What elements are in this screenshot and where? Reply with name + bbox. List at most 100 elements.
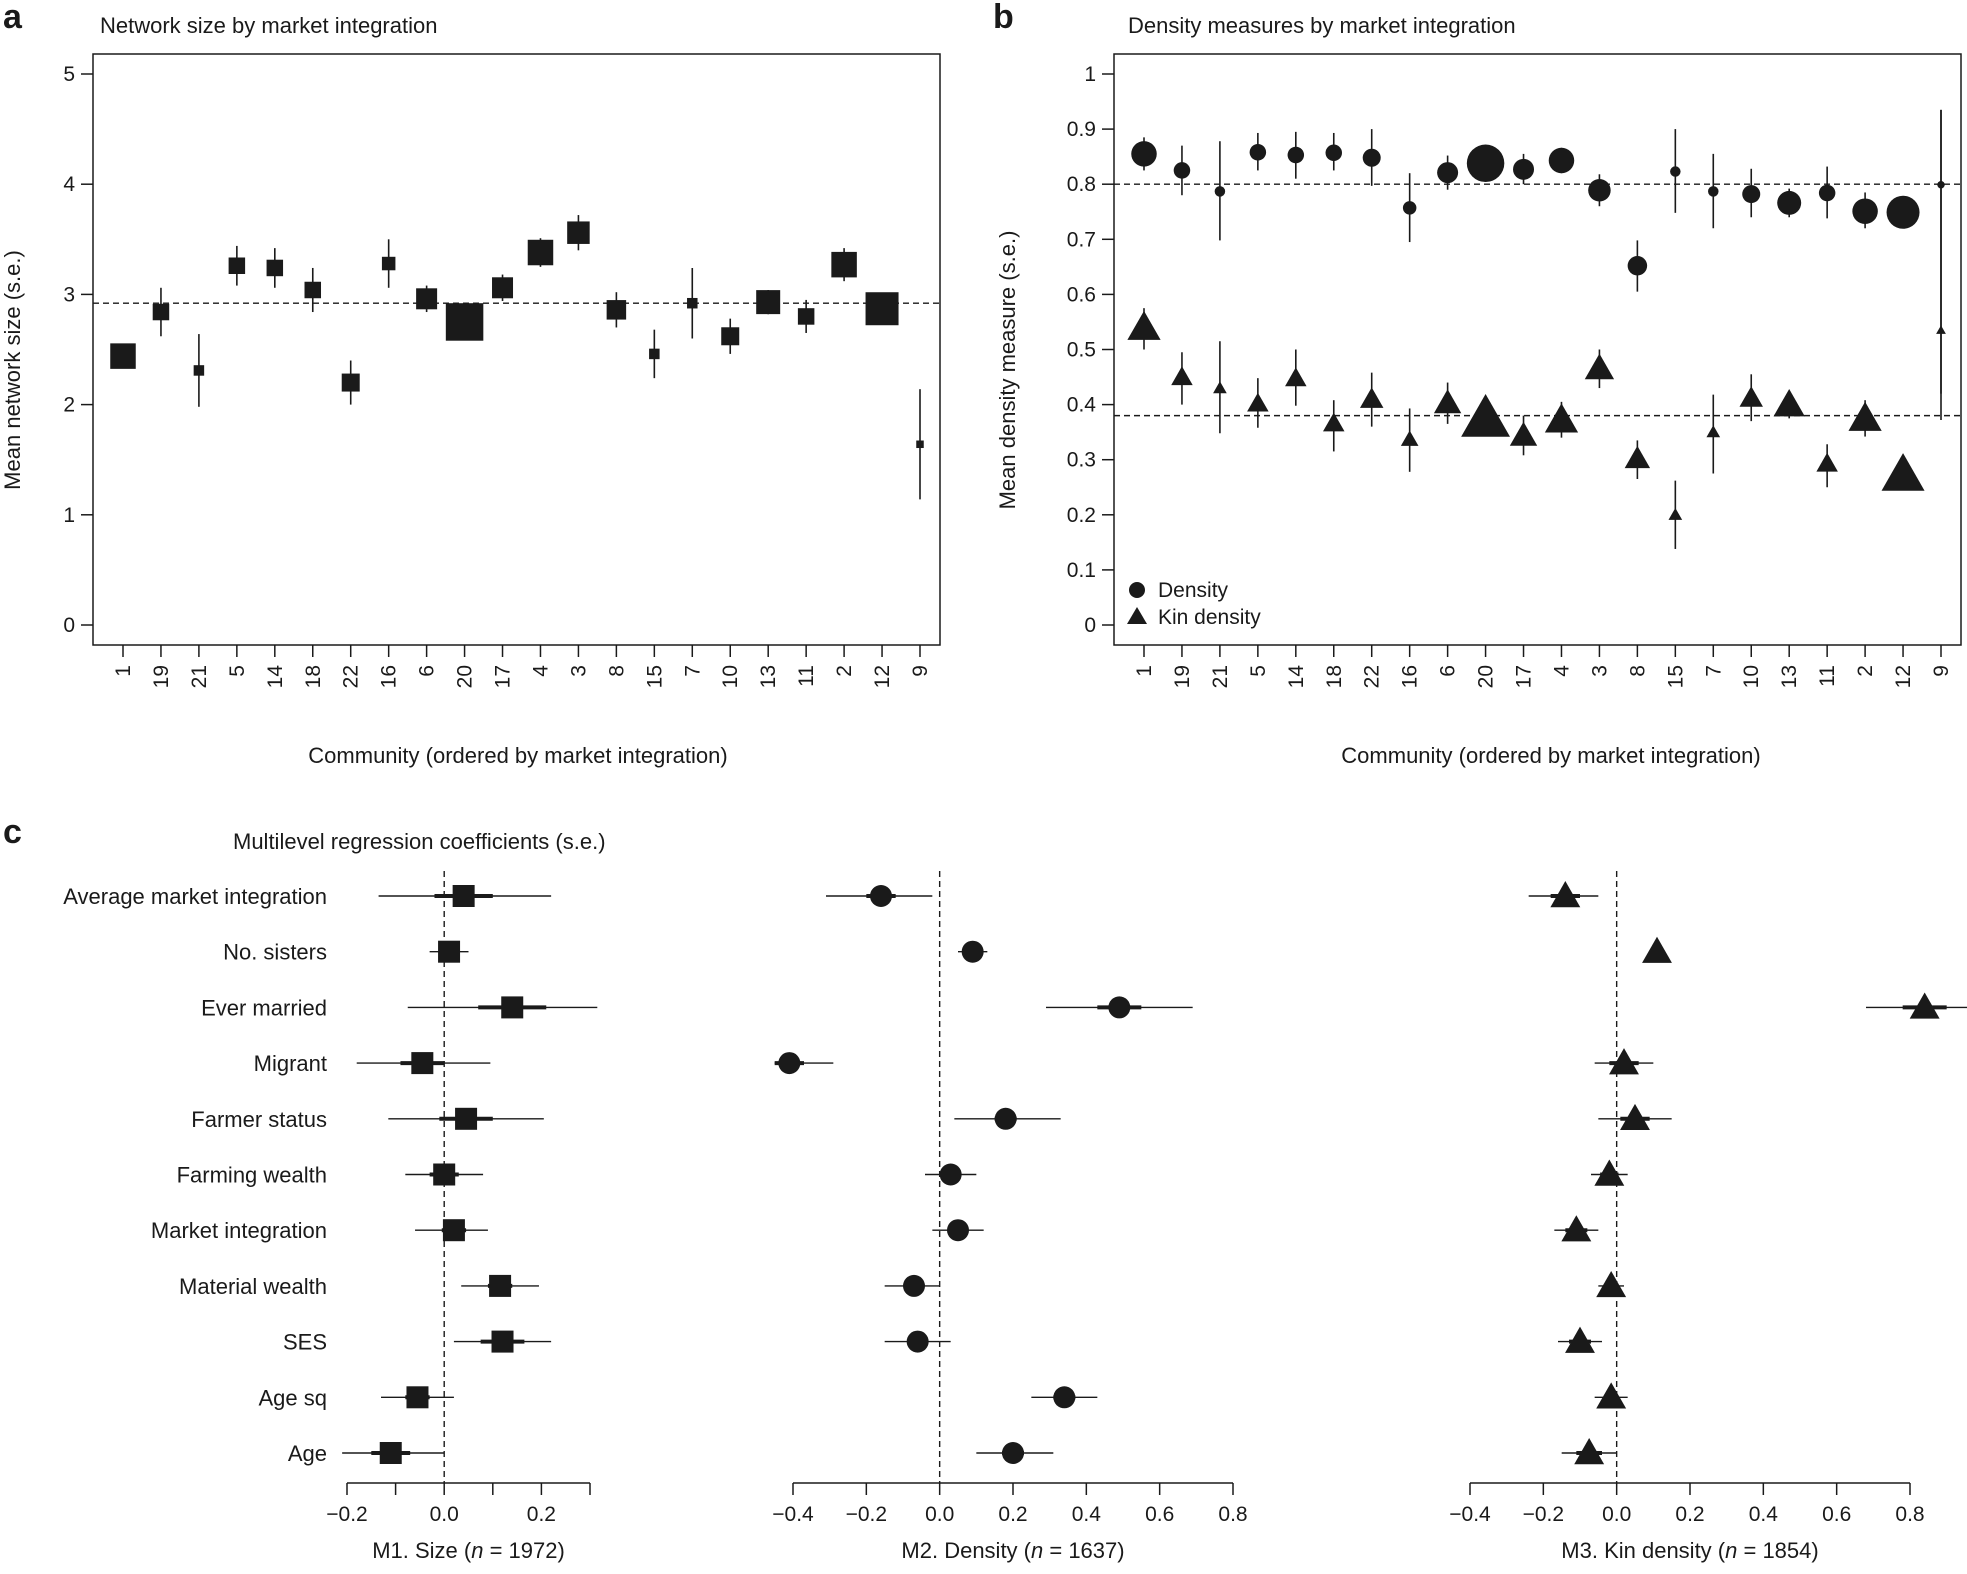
a-marks-network-size-point-14	[266, 259, 284, 277]
b-marks-kin-density-point-3	[1584, 353, 1615, 380]
b-marks-x-tick-label: 18	[1323, 665, 1346, 688]
a-marks-network-size-point-6	[416, 288, 438, 310]
a-marks-x-tick-label: 14	[264, 665, 287, 689]
b-marks-density-point-4	[1548, 147, 1575, 174]
predictor-label-4: Farmer status	[191, 1107, 327, 1132]
b-marks-y-tick-label: 0.4	[1067, 394, 1097, 417]
b-marks-kin-density-point-21	[1213, 381, 1227, 394]
b-marks-y-tick-label: 0.6	[1067, 283, 1096, 306]
predictor-label-5: Farming wealth	[177, 1163, 327, 1188]
b-marks-x-tick-label: 13	[1778, 665, 1801, 688]
model-2-estimate-5	[939, 1163, 962, 1186]
model-2-x-tick-label: 0.2	[998, 1503, 1027, 1526]
b-marks-density-point-6	[1437, 162, 1459, 184]
model-2-estimate-1	[961, 940, 984, 963]
model-2-x-tick-label: 0.8	[1218, 1503, 1247, 1526]
a-marks-network-size-point-2	[831, 251, 857, 278]
b-marks-x-tick-label: 3	[1588, 665, 1611, 677]
model-1-estimate-5	[433, 1163, 456, 1186]
a-marks-x-tick-label: 6	[416, 665, 439, 677]
a-marks-network-size-point-8	[606, 300, 627, 320]
panel-b-title: Density measures by market integration	[1128, 13, 1516, 38]
a-marks-x-tick-label: 7	[681, 665, 704, 677]
model-1-axis-title: M1. Size (n = 1972)	[372, 1538, 565, 1563]
model-3-x-tick-label: 0.0	[1602, 1503, 1631, 1526]
model-3-estimate-2	[1909, 992, 1940, 1019]
model-1-estimate-9	[406, 1386, 429, 1409]
b-marks-kin-density-point-11	[1816, 452, 1838, 472]
a-marks-y-tick-label: 0	[63, 614, 75, 637]
a-marks-network-size-point-19	[152, 303, 170, 321]
model-2-x-tick-label: 0.6	[1145, 1503, 1174, 1526]
b-marks-x-tick-label: 21	[1209, 665, 1232, 688]
b-marks-kin-density-point-1	[1127, 310, 1161, 340]
b-marks-x-tick-label: 1	[1133, 665, 1156, 677]
a-marks-network-size-point-21	[193, 365, 205, 376]
model-3-estimate-9	[1596, 1382, 1627, 1409]
b-marks-x-tick-label: 8	[1626, 665, 1649, 677]
b-marks-x-tick-label: 11	[1816, 665, 1839, 687]
model-1-estimate-7	[489, 1274, 512, 1297]
model-3-estimate-5	[1594, 1159, 1625, 1186]
a-marks-x-tick-label: 12	[871, 665, 894, 688]
legend-density-marker	[1129, 582, 1145, 598]
a-marks-x-tick-label: 1	[112, 665, 135, 677]
model-2-x-tick-label: 0.4	[1072, 1503, 1102, 1526]
panel-a-network-size: Network size by market integration Mean …	[0, 13, 941, 768]
a-marks-x-tick-label: 10	[719, 665, 742, 688]
a-marks-network-size-point-15	[649, 348, 660, 360]
b-marks-density-point-1	[1131, 141, 1157, 167]
b-marks-density-point-13	[1777, 190, 1802, 215]
a-marks-x-tick-label: 17	[492, 665, 515, 688]
b-marks-density-point-3	[1588, 179, 1611, 202]
a-marks-x-tick-label: 15	[643, 665, 666, 688]
a-marks-x-tick-label: 2	[833, 665, 856, 677]
panel-a-y-axis-label: Mean network size (s.e.)	[0, 250, 25, 490]
b-marks-y-tick-label: 0.7	[1067, 228, 1096, 251]
panel-letter-c: c	[3, 813, 22, 851]
b-marks-plot-frame	[1113, 53, 1962, 646]
model-3-x-tick-label: −0.4	[1449, 1503, 1491, 1526]
b-marks-x-tick-label: 16	[1399, 665, 1422, 688]
predictor-label-0: Average market integration	[63, 884, 327, 909]
legend-kin-density-label: Kin density	[1158, 606, 1261, 629]
b-marks-kin-density-point-8	[1624, 445, 1651, 469]
a-marks-x-tick-label: 21	[188, 665, 211, 688]
a-marks-network-size-point-7	[687, 297, 698, 309]
panel-a-title: Network size by market integration	[100, 13, 437, 38]
a-marks-x-tick-label: 3	[567, 665, 590, 677]
panel-c-title: Multilevel regression coefficients (s.e.…	[233, 829, 606, 854]
b-marks-x-tick-label: 12	[1892, 665, 1915, 688]
b-marks-density-point-22	[1362, 148, 1381, 167]
a-marks-x-tick-label: 13	[757, 665, 780, 688]
b-marks-y-tick-label: 0	[1084, 614, 1096, 637]
legend-kin-density-marker	[1127, 607, 1147, 624]
model-2-estimate-10	[1002, 1442, 1024, 1464]
model-2-axis-title: M2. Density (n = 1637)	[901, 1538, 1124, 1563]
predictor-label-8: SES	[283, 1330, 327, 1355]
model-3-x-tick-label: 0.8	[1895, 1503, 1924, 1526]
a-marks-network-size-point-20	[445, 303, 484, 341]
model-3-estimate-7	[1596, 1270, 1627, 1298]
a-marks-network-size-point-16	[381, 256, 396, 271]
model-2-estimate-7	[903, 1274, 925, 1297]
b-marks-kin-density-point-20	[1461, 393, 1511, 437]
b-marks-x-tick-label: 17	[1513, 665, 1536, 688]
model-1-estimate-4	[455, 1107, 478, 1130]
a-marks-y-tick-label: 4	[63, 173, 75, 196]
model-3-estimate-1	[1642, 936, 1672, 963]
b-marks-x-tick-label: 15	[1664, 665, 1687, 688]
b-marks-density-point-21	[1214, 186, 1226, 197]
model-2-estimate-4	[994, 1107, 1017, 1130]
b-marks-kin-density-point-19	[1171, 366, 1193, 386]
a-marks-x-tick-label: 22	[340, 665, 363, 688]
b-marks-density-point-12	[1886, 195, 1920, 229]
b-marks-kin-density-point-17	[1509, 421, 1538, 446]
b-marks-x-tick-label: 9	[1930, 665, 1953, 677]
model-1-estimate-8	[491, 1330, 514, 1353]
a-marks-x-tick-label: 8	[605, 665, 628, 677]
b-marks-kin-density-point-4	[1544, 403, 1579, 433]
model-1-estimate-3	[411, 1052, 434, 1075]
b-marks-kin-density-point-12	[1881, 453, 1925, 491]
